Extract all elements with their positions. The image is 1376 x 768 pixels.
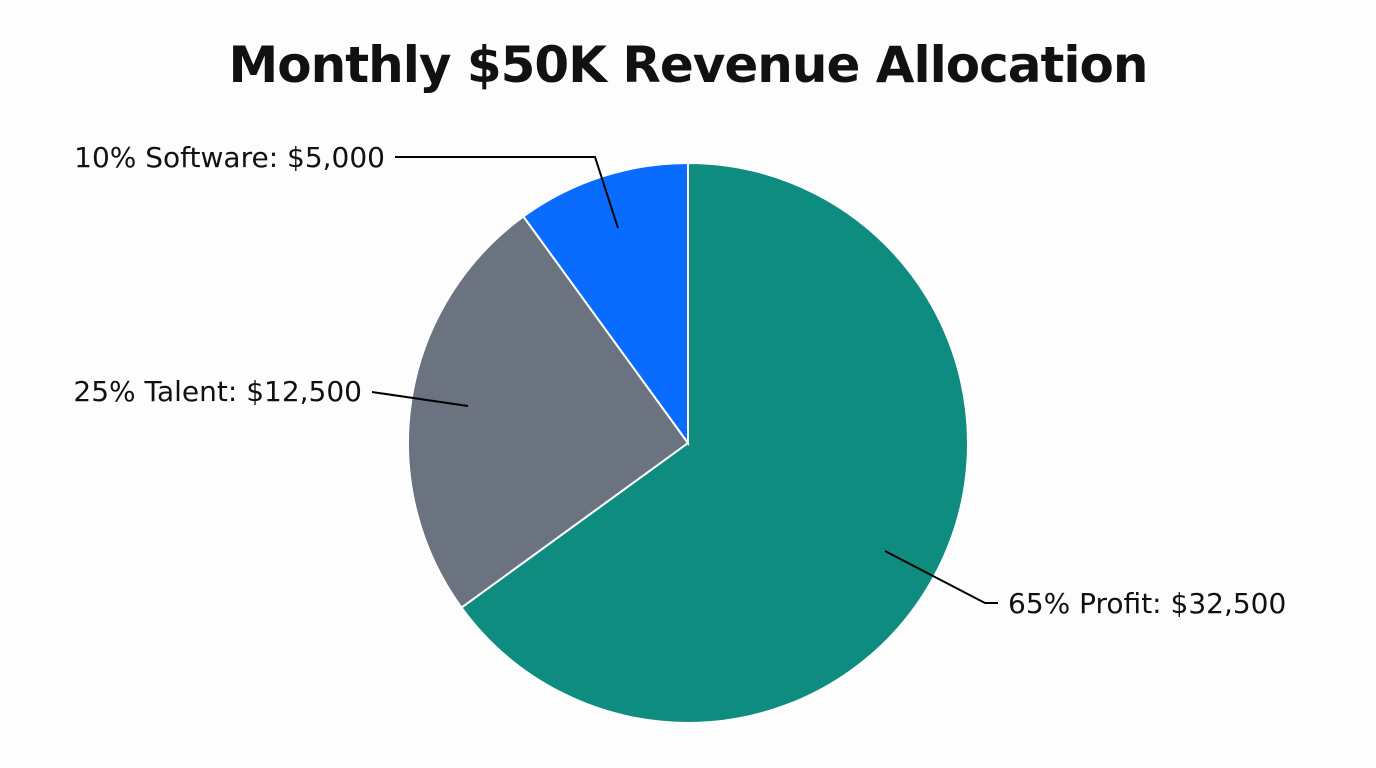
data-label-profit: 65% Profit: $32,500 [1008,587,1286,620]
leader-line-software [395,156,619,229]
leader-line-profit [884,550,998,604]
leader-line-talent [371,391,469,407]
data-label-talent: 25% Talent: $12,500 [73,375,362,408]
chart-title: Monthly $50K Revenue Allocation [228,36,1149,94]
pie-slice-talent [407,215,690,609]
data-label-software: 10% Software: $5,000 [74,141,385,174]
pie-slice-profit [460,161,969,724]
